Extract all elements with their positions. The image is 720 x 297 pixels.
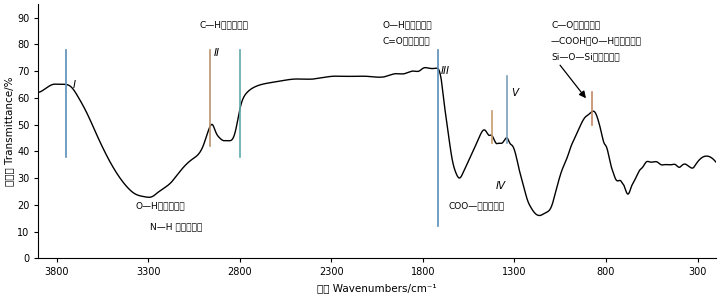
Text: II: II (214, 48, 220, 58)
Text: N—H 伸缩振动带: N—H 伸缩振动带 (150, 222, 202, 231)
Text: O—H弯曲振动带: O—H弯曲振动带 (382, 20, 432, 29)
Text: I: I (73, 80, 76, 90)
Text: V: V (510, 88, 518, 98)
Text: O—H伸缩振动带: O—H伸缩振动带 (135, 201, 185, 210)
Text: IV: IV (496, 181, 506, 191)
Text: III: III (441, 67, 450, 76)
Text: COO—伸缩振动带: COO—伸缩振动带 (449, 201, 505, 210)
Text: C—H伸缩振动带: C—H伸缩振动带 (199, 20, 248, 29)
Text: —COOH的O—H弯曲振动带: —COOH的O—H弯曲振动带 (551, 36, 642, 45)
X-axis label: 波数 Wavenumbers/cm⁻¹: 波数 Wavenumbers/cm⁻¹ (318, 283, 437, 293)
Text: C=O伸缩振动带: C=O伸缩振动带 (382, 36, 431, 45)
Y-axis label: 透射率 Transmittance/%: 透射率 Transmittance/% (4, 76, 14, 186)
Text: Si—O—Si伸缩振动带: Si—O—Si伸缩振动带 (551, 52, 620, 61)
Text: C—O伸缩振动带: C—O伸缩振动带 (551, 20, 600, 29)
